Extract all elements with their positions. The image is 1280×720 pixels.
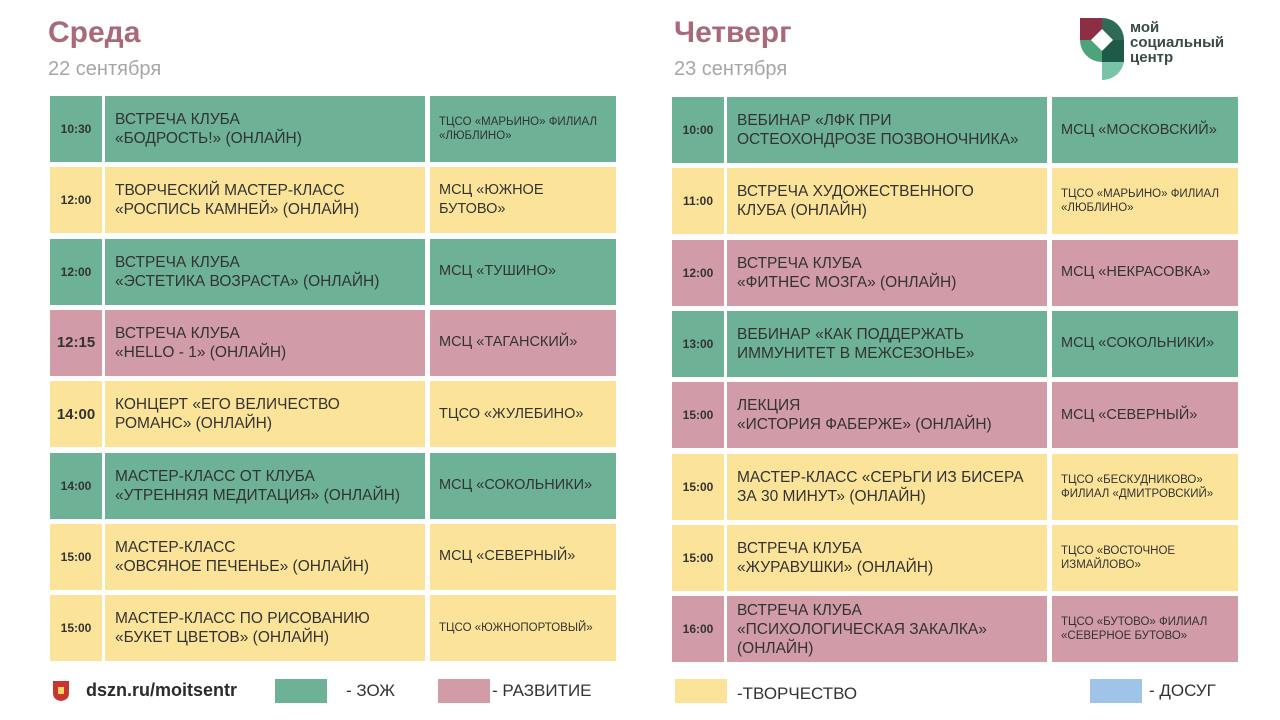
logo-text: мой социальный центр [1130,19,1225,66]
event-time: 16:00 [672,596,724,663]
event-venue: МСЦ «ЮЖНОЕ БУТОВО» [430,167,616,234]
legend-label-tvorchestvo: -ТВОРЧЕСТВО [737,684,858,703]
event-venue: МСЦ «ТУШИНО» [430,238,616,305]
event-title: ВСТРЕЧА КЛУБА «БОДРОСТЬ!» (ОНЛАЙН) [105,96,425,162]
event-venue: ТЦСО «ЖУЛЕБИНО» [430,381,616,448]
event-title: ВЕБИНАР «ЛФК ПРИ ОСТЕОХОНДРОЗЕ ПОЗВОНОЧН… [727,97,1047,163]
event-title: МАСТЕР-КЛАСС «ОВСЯНОЕ ПЕЧЕНЬЕ» (ОНЛАЙН) [105,523,425,590]
event-time: 15:00 [50,523,102,590]
left-day-date: 22 сентября [48,58,162,80]
schedule-row: 16:00 ВСТРЕЧА КЛУБА «ПСИХОЛОГИЧЕСКАЯ ЗАКА… [672,596,1238,663]
event-time: 10:00 [672,97,724,163]
right-schedule-table: 10:00 ВЕБИНАР «ЛФК ПРИ ОСТЕОХОНДРОЗЕ ПОЗВ… [672,97,1238,665]
schedule-row: 15:00 МАСТЕР-КЛАСС «СЕРЬГИ ИЗ БИСЕРА ЗА 3… [672,453,1238,520]
event-venue: ТЦСО «ВОСТОЧНОЕ ИЗМАЙЛОВО» [1052,524,1238,591]
legend-swatch-razvitie [438,679,490,703]
schedule-row: 15:00 МАСТЕР-КЛАСС «ОВСЯНОЕ ПЕЧЕНЬЕ» (ОНЛ… [50,523,616,590]
schedule-row: 14:00 КОНЦЕРТ «ЕГО ВЕЛИЧЕСТВО РОМАНС» (ОН… [50,381,616,448]
schedule-row: 10:00 ВЕБИНАР «ЛФК ПРИ ОСТЕОХОНДРОЗЕ ПОЗВ… [672,97,1238,163]
schedule-row: 11:00 ВСТРЕЧА ХУДОЖЕСТВЕННОГО КЛУБА (ОНЛА… [672,168,1238,235]
event-time: 10:30 [50,96,102,162]
right-day-date: 23 сентября [674,58,788,80]
event-title: МАСТЕР-КЛАСС ПО РИСОВАНИЮ «БУКЕТ ЦВЕТОВ»… [105,595,425,662]
event-time: 15:00 [672,382,724,449]
event-time: 14:00 [50,452,102,519]
event-title: ВСТРЕЧА КЛУБА «ЖУРАВУШКИ» (ОНЛАЙН) [727,524,1047,591]
event-venue: ТЦСО «БЕСКУДНИКОВО» ФИЛИАЛ «ДМИТРОВСКИЙ» [1052,453,1238,520]
event-venue: ТЦСО «МАРЬИНО» ФИЛИАЛ «ЛЮБЛИНО» [1052,168,1238,235]
event-time: 12:15 [50,309,102,376]
event-title: ВЕБИНАР «КАК ПОДДЕРЖАТЬ ИММУНИТЕТ В МЕЖС… [727,310,1047,377]
event-title: КОНЦЕРТ «ЕГО ВЕЛИЧЕСТВО РОМАНС» (ОНЛАЙН) [105,381,425,448]
right-day-title: Четверг [674,16,792,49]
event-title: ЛЕКЦИЯ «ИСТОРИЯ ФАБЕРЖЕ» (ОНЛАЙН) [727,382,1047,449]
event-venue: МСЦ «СОКОЛЬНИКИ» [430,452,616,519]
event-venue: МСЦ «СЕВЕРНЫЙ» [430,523,616,590]
event-time: 13:00 [672,310,724,377]
schedule-row: 12:00 ТВОРЧЕСКИЙ МАСТЕР-КЛАСС «РОСПИСЬ КА… [50,167,616,234]
event-title: ВСТРЕЧА КЛУБА «HELLO - 1» (ОНЛАЙН) [105,309,425,376]
event-time: 11:00 [672,168,724,235]
event-title: ВСТРЕЧА КЛУБА «ФИТНЕС МОЗГА» (ОНЛАЙН) [727,239,1047,306]
event-time: 15:00 [672,453,724,520]
event-venue: МСЦ «СЕВЕРНЫЙ» [1052,382,1238,449]
schedule-row: 12:00 ВСТРЕЧА КЛУБА «ЭСТЕТИКА ВОЗРАСТА» (… [50,238,616,305]
legend-swatch-tvorchestvo [675,679,727,703]
schedule-row: 12:00 ВСТРЕЧА КЛУБА «ФИТНЕС МОЗГА» (ОНЛАЙ… [672,239,1238,306]
event-venue: ТЦСО «МАРЬИНО» ФИЛИАЛ «ЛЮБЛИНО» [430,96,616,162]
left-day-title: Среда [48,16,141,49]
event-title: МАСТЕР-КЛАСС ОТ КЛУБА «УТРЕННЯЯ МЕДИТАЦИ… [105,452,425,519]
schedule-row: 15:00 ЛЕКЦИЯ «ИСТОРИЯ ФАБЕРЖЕ» (ОНЛАЙН) МС… [672,382,1238,449]
event-venue: ТЦСО «БУТОВО» ФИЛИАЛ «СЕВЕРНОЕ БУТОВО» [1052,596,1238,663]
event-venue: МСЦ «НЕКРАСОВКА» [1052,239,1238,306]
legend-label-zozh: - ЗОЖ [346,681,396,700]
event-venue: МСЦ «МОСКОВСКИЙ» [1052,97,1238,163]
schedule-row: 13:00 ВЕБИНАР «КАК ПОДДЕРЖАТЬ ИММУНИТЕТ В… [672,310,1238,377]
left-schedule-table: 10:30 ВСТРЕЧА КЛУБА «БОДРОСТЬ!» (ОНЛАЙН) Т… [50,96,616,664]
event-time: 12:00 [672,239,724,306]
legend-label-dosug: - ДОСУГ [1149,681,1216,700]
event-title: ВСТРЕЧА КЛУБА «ПСИХОЛОГИЧЕСКАЯ ЗАКАЛКА» … [727,596,1047,663]
event-title: ВСТРЕЧА КЛУБА «ЭСТЕТИКА ВОЗРАСТА» (ОНЛАЙ… [105,238,425,305]
event-time: 12:00 [50,167,102,234]
event-time: 14:00 [50,381,102,448]
footer-url[interactable]: dszn.ru/moitsentr [86,680,238,700]
legend-swatch-dosug [1090,679,1142,703]
event-venue: МСЦ «СОКОЛЬНИКИ» [1052,310,1238,377]
event-time: 15:00 [50,595,102,662]
event-time: 15:00 [672,524,724,591]
event-title: МАСТЕР-КЛАСС «СЕРЬГИ ИЗ БИСЕРА ЗА 30 МИН… [727,453,1047,520]
legend-swatch-zozh [275,679,327,703]
event-time: 12:00 [50,238,102,305]
schedule-row: 15:00 МАСТЕР-КЛАСС ПО РИСОВАНИЮ «БУКЕТ ЦВ… [50,595,616,662]
event-venue: МСЦ «ТАГАНСКИЙ» [430,309,616,376]
schedule-row: 15:00 ВСТРЕЧА КЛУБА «ЖУРАВУШКИ» (ОНЛАЙН) Т… [672,524,1238,591]
legend-label-razvitie: - РАЗВИТИЕ [492,681,592,700]
moi-socialnyi-centr-logo [1080,18,1124,80]
moscow-emblem-icon [53,681,69,701]
schedule-row: 14:00 МАСТЕР-КЛАСС ОТ КЛУБА «УТРЕННЯЯ МЕД… [50,452,616,519]
schedule-row: 10:30 ВСТРЕЧА КЛУБА «БОДРОСТЬ!» (ОНЛАЙН) Т… [50,96,616,162]
event-venue: ТЦСО «ЮЖНОПОРТОВЫЙ» [430,595,616,662]
schedule-row: 12:15 ВСТРЕЧА КЛУБА «HELLO - 1» (ОНЛАЙН) М… [50,309,616,376]
event-title: ВСТРЕЧА ХУДОЖЕСТВЕННОГО КЛУБА (ОНЛАЙН) [727,168,1047,235]
event-title: ТВОРЧЕСКИЙ МАСТЕР-КЛАСС «РОСПИСЬ КАМНЕЙ»… [105,167,425,234]
